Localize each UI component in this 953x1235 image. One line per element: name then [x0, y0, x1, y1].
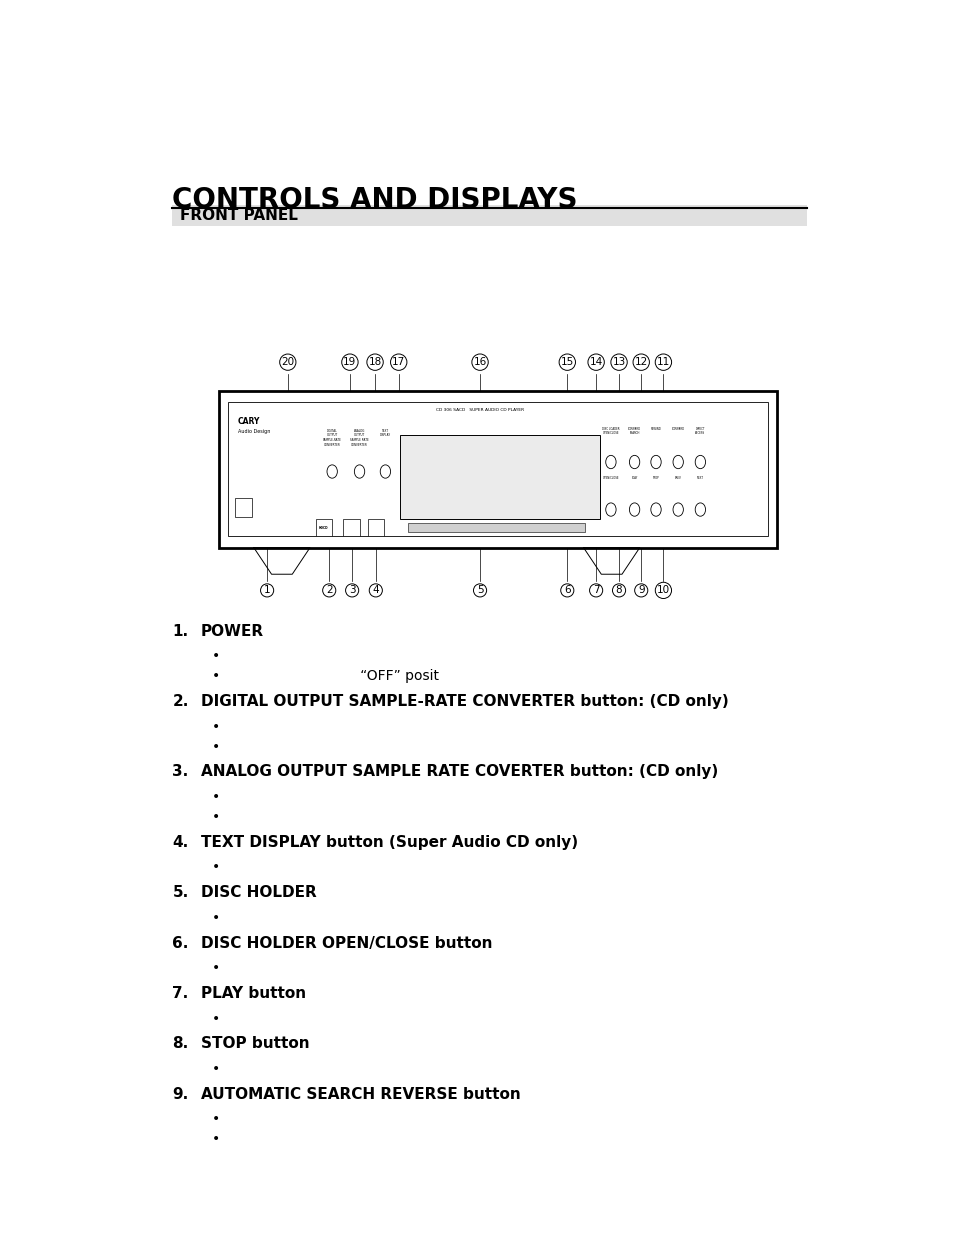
Text: DIRECT
ACCESS: DIRECT ACCESS: [695, 427, 704, 436]
Text: 20: 20: [281, 357, 294, 367]
Text: 3: 3: [349, 585, 355, 595]
Circle shape: [605, 503, 616, 516]
Text: NEXT: NEXT: [697, 477, 703, 480]
Bar: [315, 519, 332, 536]
Text: 7.: 7.: [172, 986, 189, 1002]
Text: 9: 9: [638, 585, 644, 595]
Text: 6: 6: [563, 585, 570, 595]
Bar: [219, 390, 777, 547]
Text: DISC HOLDER: DISC HOLDER: [200, 885, 316, 900]
Text: 15: 15: [560, 357, 574, 367]
Bar: [400, 436, 599, 519]
Text: 5: 5: [476, 585, 483, 595]
Text: OPEN/CLOSE: OPEN/CLOSE: [602, 477, 618, 480]
Text: 2: 2: [326, 585, 333, 595]
Text: FORWARD
SEARCH: FORWARD SEARCH: [627, 427, 640, 436]
Text: •                                “OFF” posit: • “OFF” posit: [212, 669, 438, 683]
Circle shape: [672, 503, 682, 516]
Text: FORWARD: FORWARD: [671, 427, 684, 431]
Text: 10: 10: [657, 585, 669, 595]
Text: FRONT PANEL: FRONT PANEL: [180, 209, 297, 224]
Circle shape: [650, 456, 660, 468]
Text: STOP: STOP: [652, 477, 659, 480]
Text: 3.: 3.: [172, 764, 189, 779]
Text: 4: 4: [372, 585, 378, 595]
Text: 2.: 2.: [172, 694, 189, 709]
Text: 8: 8: [615, 585, 621, 595]
Text: ANALOG OUTPUT SAMPLE RATE COVERTER button: (CD only): ANALOG OUTPUT SAMPLE RATE COVERTER butto…: [200, 764, 717, 779]
Text: •: •: [212, 1062, 220, 1076]
Circle shape: [605, 456, 616, 468]
Text: DIGITAL OUTPUT SAMPLE-RATE CONVERTER button: (CD only): DIGITAL OUTPUT SAMPLE-RATE CONVERTER but…: [200, 694, 727, 709]
Circle shape: [327, 464, 337, 478]
Text: 17: 17: [392, 357, 405, 367]
Text: •: •: [212, 911, 220, 925]
Text: REWIND: REWIND: [650, 427, 660, 431]
Bar: [367, 519, 383, 536]
Text: 13: 13: [612, 357, 625, 367]
Text: DISC HOLDER OPEN/CLOSE button: DISC HOLDER OPEN/CLOSE button: [200, 936, 492, 951]
Text: •: •: [212, 740, 220, 753]
Text: 12: 12: [634, 357, 647, 367]
Text: 18: 18: [368, 357, 381, 367]
Text: •: •: [212, 810, 220, 824]
Text: HDCD: HDCD: [319, 526, 329, 530]
Text: 16: 16: [473, 357, 486, 367]
Text: 5.: 5.: [172, 885, 189, 900]
Bar: [407, 522, 584, 532]
Circle shape: [629, 456, 639, 468]
Bar: [343, 519, 359, 536]
Text: 9.: 9.: [172, 1087, 189, 1102]
Text: 1: 1: [264, 585, 270, 595]
Circle shape: [354, 464, 364, 478]
Text: TEXT DISPLAY button (Super Audio CD only): TEXT DISPLAY button (Super Audio CD only…: [200, 835, 578, 850]
Text: DISC LOADER
OPEN/CLOSE: DISC LOADER OPEN/CLOSE: [601, 427, 619, 436]
Text: CONTROLS AND DISPLAYS: CONTROLS AND DISPLAYS: [172, 186, 578, 214]
Circle shape: [380, 464, 390, 478]
Text: 1.: 1.: [172, 624, 189, 638]
Text: CD 306 SACD   SUPER AUDIO CD PLAYER: CD 306 SACD SUPER AUDIO CD PLAYER: [436, 408, 523, 411]
Text: 11: 11: [656, 357, 669, 367]
Circle shape: [629, 503, 639, 516]
Text: DIGITAL
OUTPUT
SAMPLE-RATE
CONVERTER: DIGITAL OUTPUT SAMPLE-RATE CONVERTER: [322, 429, 341, 447]
Text: AUTOMATIC SEARCH REVERSE button: AUTOMATIC SEARCH REVERSE button: [200, 1087, 519, 1102]
Text: POWER: POWER: [200, 624, 263, 638]
Text: CARY: CARY: [237, 417, 259, 426]
Text: TEXT
DISPLAY: TEXT DISPLAY: [379, 429, 391, 437]
Text: 14: 14: [589, 357, 602, 367]
Text: PLAY button: PLAY button: [200, 986, 305, 1002]
Bar: [235, 498, 252, 517]
Text: •: •: [212, 790, 220, 804]
Text: •: •: [212, 1132, 220, 1146]
Text: PLAY: PLAY: [631, 477, 637, 480]
Text: •: •: [212, 1011, 220, 1025]
Circle shape: [672, 456, 682, 468]
Text: •: •: [212, 650, 220, 663]
Text: •: •: [212, 1113, 220, 1126]
Text: 7: 7: [592, 585, 598, 595]
Text: Audio Design: Audio Design: [237, 429, 270, 433]
Bar: [228, 403, 767, 536]
Text: POWER: POWER: [237, 500, 251, 504]
Text: 4.: 4.: [172, 835, 189, 850]
Text: PREV: PREV: [674, 477, 680, 480]
Text: 8.: 8.: [172, 1036, 189, 1051]
Text: 19: 19: [343, 357, 356, 367]
Circle shape: [695, 503, 705, 516]
Circle shape: [695, 456, 705, 468]
Text: STOP button: STOP button: [200, 1036, 309, 1051]
Text: 6.: 6.: [172, 936, 189, 951]
Circle shape: [650, 503, 660, 516]
Text: •: •: [212, 961, 220, 976]
Bar: [172, 205, 806, 226]
Text: ANALOG
OUTPUT
SAMPLE RATE
CONVERTER: ANALOG OUTPUT SAMPLE RATE CONVERTER: [350, 429, 369, 447]
Text: •: •: [212, 720, 220, 734]
Text: •: •: [212, 861, 220, 874]
